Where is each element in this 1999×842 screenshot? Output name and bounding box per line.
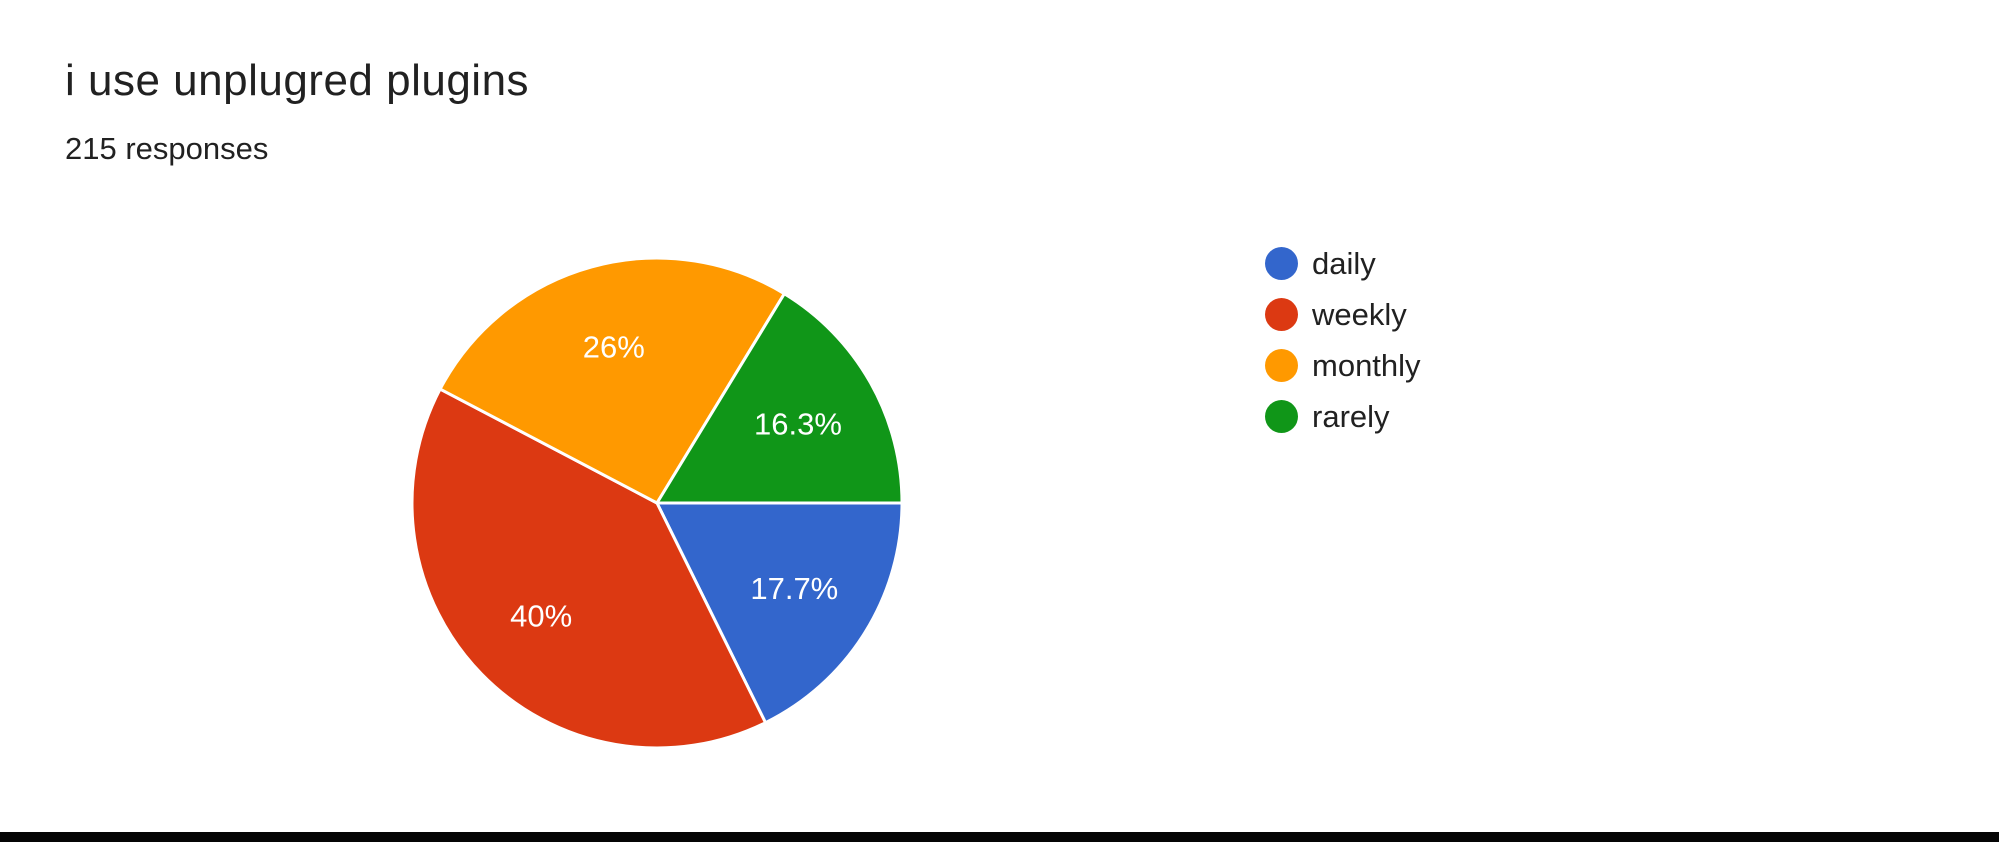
legend-item-daily: daily <box>1265 245 1421 281</box>
legend-swatch-rarely <box>1265 400 1298 433</box>
legend-swatch-monthly <box>1265 349 1298 382</box>
legend-label-weekly: weekly <box>1312 296 1407 332</box>
pie-slice-label-daily: 17.7% <box>750 571 838 606</box>
legend-label-rarely: rarely <box>1312 398 1390 434</box>
chart-legend: daily weekly monthly rarely <box>1265 245 1421 451</box>
legend-label-monthly: monthly <box>1312 347 1421 383</box>
pie-slice-daily[interactable] <box>655 501 904 725</box>
pie-slice-monthly[interactable] <box>438 256 786 505</box>
question-title: i use unplugred plugins <box>65 56 530 105</box>
legend-swatch-daily <box>1265 247 1298 280</box>
legend-item-rarely: rarely <box>1265 398 1421 434</box>
responses-count: 215 responses <box>65 131 269 166</box>
bottom-bar <box>0 832 1999 842</box>
pie-slice-label-monthly: 26% <box>583 330 645 365</box>
pie-slice-label-weekly: 40% <box>510 598 572 633</box>
pie-slice-rarely[interactable] <box>655 292 904 505</box>
legend-label-daily: daily <box>1312 245 1376 281</box>
pie-slice-weekly[interactable] <box>410 387 767 750</box>
legend-item-weekly: weekly <box>1265 296 1421 332</box>
legend-item-monthly: monthly <box>1265 347 1421 383</box>
legend-swatch-weekly <box>1265 298 1298 331</box>
pie-slice-label-rarely: 16.3% <box>754 406 842 441</box>
